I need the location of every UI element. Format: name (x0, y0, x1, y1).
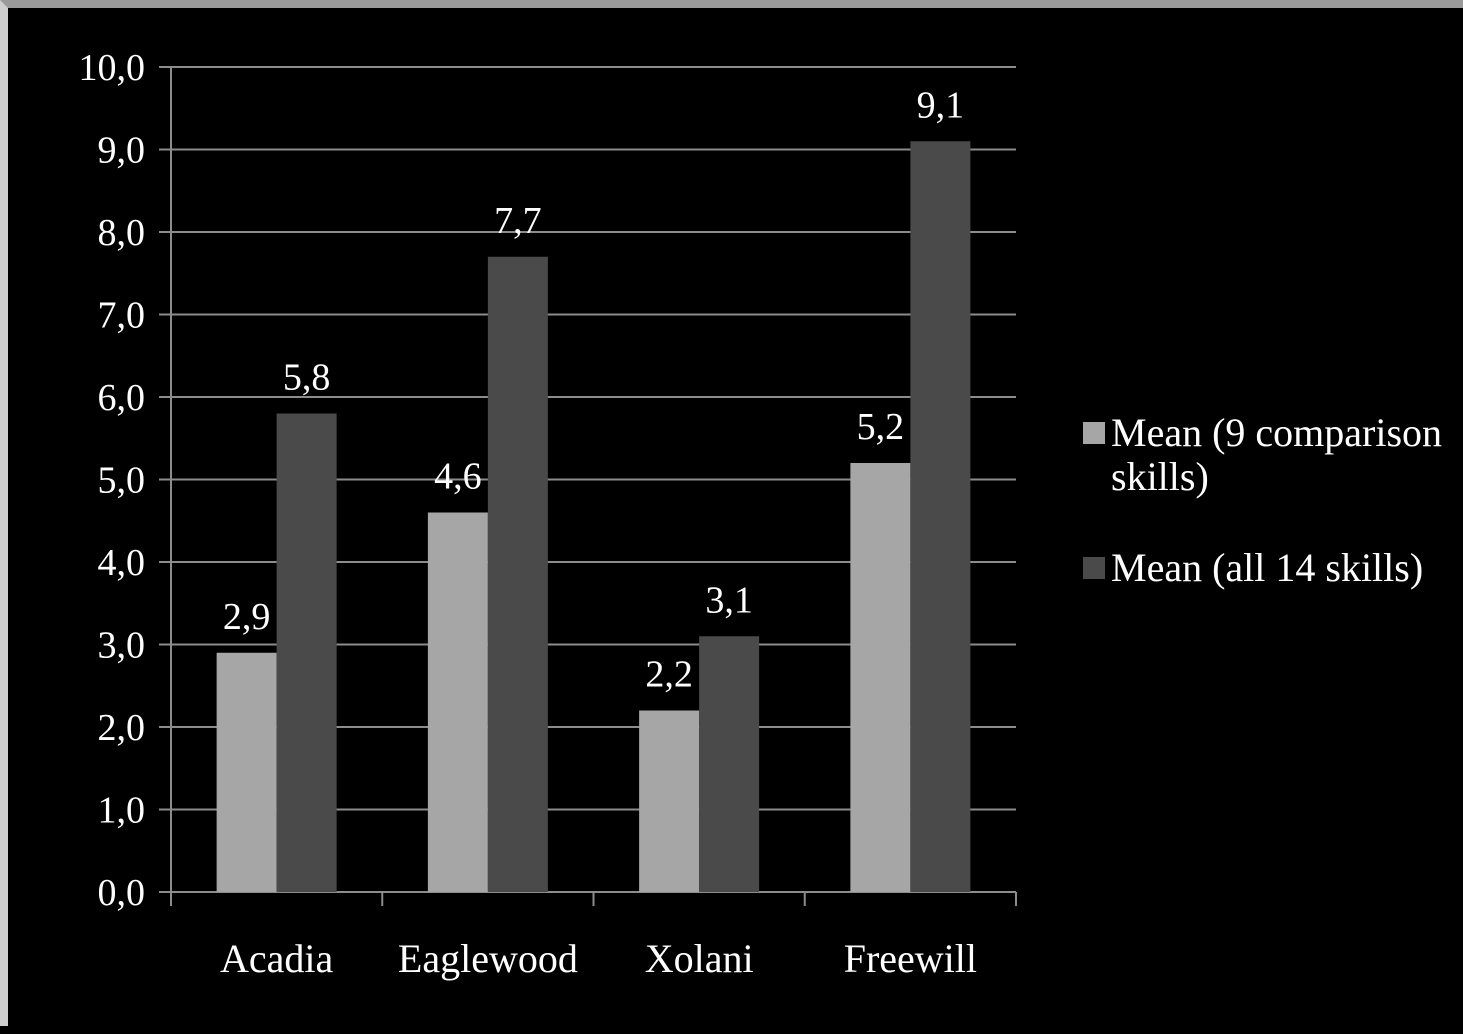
y-tick-label: 8,0 (98, 212, 146, 254)
bar (427, 512, 488, 892)
y-tick-label: 3,0 (98, 625, 146, 667)
y-tick-label: 4,0 (98, 542, 146, 584)
legend: Mean (9 comparison skills) Mean (all 14 sk… (1083, 410, 1442, 590)
bars (216, 141, 971, 892)
y-tick-label: 5,0 (98, 460, 146, 502)
y-tick-label: 9,0 (98, 130, 146, 172)
legend-swatch (1083, 422, 1105, 444)
data-label: 4,6 (434, 456, 482, 498)
bar (850, 463, 911, 892)
bar-chart: 0,0 1,0 2,0 3,0 4,0 5,0 6,0 7,0 8,0 9,0 10,0 Acadia… (79, 47, 1443, 981)
x-category-label: Eaglewood (398, 936, 578, 981)
bar (487, 256, 548, 892)
bar (639, 710, 700, 892)
legend-label: Mean (all 14 skills) (1111, 545, 1423, 590)
y-tick-label: 10,0 (79, 47, 146, 89)
data-label: 5,2 (857, 406, 905, 448)
y-tick-label: 0,0 (98, 872, 146, 914)
y-tick-label: 7,0 (98, 295, 146, 337)
data-labels: 2,9 5,8 4,6 7,7 2,2 3,1 5,2 9,1 (223, 84, 964, 695)
y-tick-label: 6,0 (98, 377, 146, 419)
y-tick-label: 2,0 (98, 707, 146, 749)
x-category-label: Acadia (220, 936, 334, 981)
legend-label: Mean (9 comparison skills) (1111, 410, 1442, 499)
bar (276, 413, 337, 892)
x-category-label: Xolani (645, 936, 754, 981)
x-category-label: Freewill (844, 936, 977, 981)
legend-swatch (1083, 557, 1105, 579)
data-label: 9,1 (917, 84, 965, 126)
axes: 0,0 1,0 2,0 3,0 4,0 5,0 6,0 7,0 8,0 9,0 10,0 Acadia… (79, 47, 1017, 981)
bar (699, 636, 760, 892)
bar (216, 652, 277, 892)
data-label: 3,1 (705, 579, 753, 621)
data-label: 7,7 (494, 200, 542, 242)
y-tick-label: 1,0 (98, 790, 146, 832)
bar (910, 141, 971, 892)
data-label: 2,9 (223, 596, 271, 638)
data-label: 2,2 (645, 654, 693, 696)
data-label: 5,8 (283, 357, 331, 399)
